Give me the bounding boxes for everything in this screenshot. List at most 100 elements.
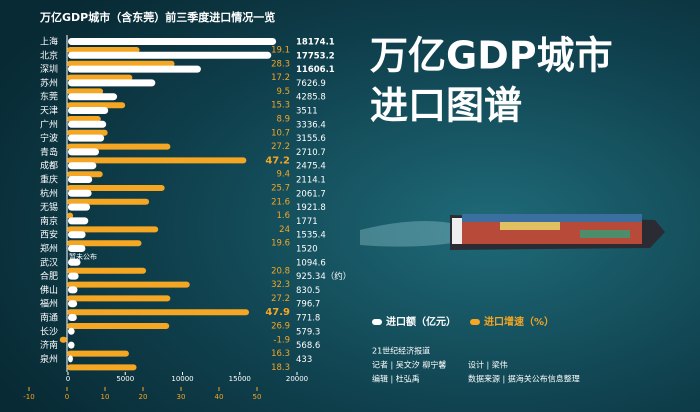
value-label: 26.9 [271,322,290,332]
value-label: 3511 [296,107,318,117]
category-label: 杭州 [40,187,58,199]
bar [67,323,170,329]
value-label: 16.3 [271,349,290,359]
bar [67,281,190,288]
legend-label: 进口额（亿元） [386,315,456,328]
bar [67,88,104,95]
value-label: 8.9 [276,115,290,125]
bar [68,341,75,349]
category-label: 武汉 [40,256,58,268]
category-label: 长沙 [40,325,58,337]
bar [67,102,126,109]
bar [68,203,91,211]
category-label: 广州 [40,118,58,130]
bar [68,134,105,142]
value-label: 1.6 [276,211,290,221]
value-label: 568.6 [296,341,320,351]
bar [67,198,150,205]
category-label: 郑州 [40,243,58,255]
bar [68,176,93,183]
credit: 数据来源 | 据海关公布信息整理 [468,374,580,384]
category-label: 福州 [40,298,58,310]
legend-swatch [372,319,382,325]
bar [67,226,159,233]
bar [68,162,97,170]
value-label: 暂未公布 [69,252,97,261]
category-label: 合肥 [40,270,58,282]
bar [67,364,137,371]
credit: 编辑 | 杜弘禹 [372,374,420,384]
value-label: 19.6 [271,239,290,249]
category-label: 成都 [40,160,58,172]
category-label: 西安 [40,229,58,241]
value-label: 20.8 [271,266,290,276]
value-label: -1.9 [273,335,290,345]
value-label: 925.34（约） [296,271,351,282]
bar [68,107,109,114]
bar [68,120,107,128]
x2-tick-label: 10 [101,393,110,401]
value-label: 830.5 [296,286,320,296]
bar [67,74,133,81]
value-label: 21.6 [271,197,290,207]
value-label: 18.3 [271,363,290,373]
value-label: 3155.6 [296,134,326,144]
value-label: 1535.4 [296,231,326,241]
value-label: 47.9 [265,307,290,318]
x-tick-label: 15000 [229,375,251,383]
category-label: 天津 [40,106,58,117]
credit: 设计 | 梁伟 [468,360,508,370]
category-label: 宁波 [40,132,58,144]
bar [68,272,79,280]
x2-tick-label: 20 [139,393,148,401]
bar [68,314,77,321]
bar [68,189,92,197]
legend-label: 进口增速（%） [484,315,554,328]
category-label: 深圳 [40,64,58,75]
legend-swatch [470,319,480,325]
x-tick-label: 10000 [171,375,193,383]
value-label: 17.2 [271,73,290,83]
bar [67,309,250,316]
value-label: 771.8 [296,314,320,324]
bar [67,47,140,53]
bar [68,217,89,225]
bar [59,336,67,343]
ship [360,214,665,250]
category-label: 东莞 [40,91,58,103]
bar [67,212,74,219]
bar [68,286,78,294]
bar [68,245,86,252]
x-tick-label: 20000 [286,375,308,383]
bar [67,129,108,136]
x2-tick-label: 40 [215,393,224,401]
headline: 万亿GDP城市 [370,34,613,78]
bar [67,185,165,191]
category-label: 无锡 [40,202,58,213]
value-label: 2114.1 [296,176,326,186]
bar [67,157,247,164]
bar [67,240,142,247]
bar [67,116,101,122]
value-label: 433 [296,355,312,365]
bar [68,231,86,239]
category-label: 佛山 [40,284,58,296]
value-label: 15.3 [271,101,290,111]
bar [67,171,103,178]
value-label: 11606.1 [296,65,335,75]
bar [67,143,171,150]
bar [68,355,73,363]
bar [68,327,75,335]
value-label: 3336.4 [296,120,326,130]
bar [67,60,175,67]
value-label: 4285.8 [296,93,326,103]
value-label: 9.5 [276,87,290,97]
category-label: 济南 [40,339,58,351]
category-label: 苏州 [40,77,58,89]
value-label: 28.3 [271,59,290,69]
x-tick-label: 0 [66,375,70,383]
value-label: 27.2 [271,142,290,152]
value-label: 9.4 [276,170,290,180]
x2-tick-label: 0 [65,393,69,401]
